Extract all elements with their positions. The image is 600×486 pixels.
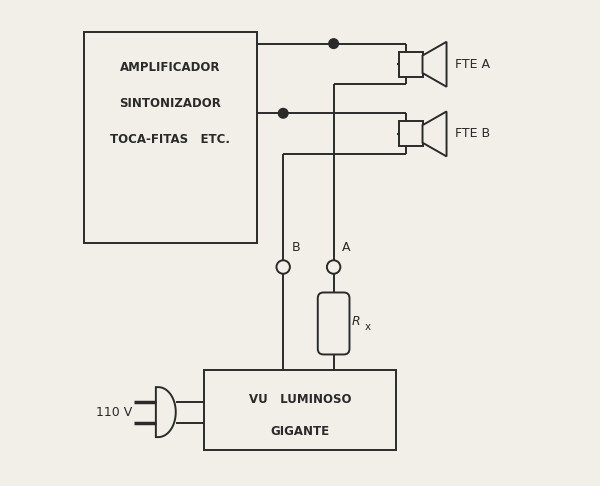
Text: R: R [352, 314, 361, 328]
Text: 110 V: 110 V [96, 406, 132, 418]
Polygon shape [422, 111, 446, 156]
Bar [400, 122, 422, 146]
Text: A: A [342, 241, 351, 254]
Text: AMPLIFICADOR: AMPLIFICADOR [120, 61, 221, 74]
Bar [84, 32, 257, 243]
Text: x: x [365, 322, 371, 332]
Text: B: B [292, 241, 301, 254]
Circle shape [329, 39, 338, 49]
Bar [400, 52, 422, 77]
Text: FTE B: FTE B [455, 127, 490, 140]
Circle shape [278, 108, 288, 118]
Text: TOCA-FITAS   ETC.: TOCA-FITAS ETC. [110, 133, 230, 146]
Text: SINTONIZADOR: SINTONIZADOR [119, 97, 221, 110]
Polygon shape [422, 42, 446, 87]
Bar [204, 370, 396, 450]
Text: VU   LUMINOSO: VU LUMINOSO [249, 393, 351, 406]
Text: FTE A: FTE A [455, 58, 490, 71]
Text: GIGANTE: GIGANTE [271, 425, 329, 438]
Polygon shape [156, 387, 176, 437]
FancyBboxPatch shape [318, 293, 349, 354]
